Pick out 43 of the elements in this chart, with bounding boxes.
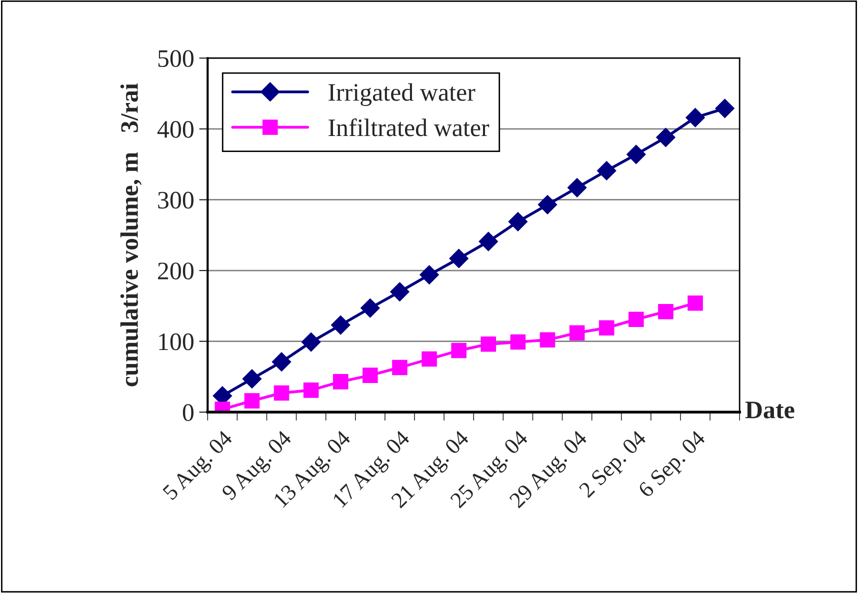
point [510,334,526,350]
point [597,161,616,180]
y-tick-label: 200 [158,262,194,280]
y-tick-label: 100 [159,333,194,350]
point [274,385,290,401]
point [422,351,437,367]
y-tick-label: 0 [182,404,194,422]
point [244,393,260,408]
point [362,368,378,383]
point [628,312,644,328]
point [569,325,585,340]
point [686,108,705,128]
x-axis-title: Date [745,402,794,418]
point [715,98,734,118]
point [540,332,556,348]
point [242,369,262,388]
point [360,298,380,318]
point [449,248,468,268]
point [688,295,703,311]
point [332,374,348,390]
point [508,212,528,232]
point [480,336,496,352]
point [331,316,350,335]
point [568,178,587,198]
point [392,360,408,376]
point [303,382,319,398]
point [302,332,321,352]
point [390,282,410,302]
point [626,144,646,164]
y-tick-label: 400 [157,120,194,138]
legend-label: Infiltrated water [328,118,490,136]
point [538,195,558,214]
y-tick-label: 500 [158,50,194,68]
point [658,304,674,320]
point [451,342,466,358]
point [656,128,676,147]
y-tick-label: 300 [158,192,194,209]
y-axis-title: cumulative volume, m 3/rai [120,83,142,386]
point [272,352,292,372]
legend-label: Irrigated water [328,83,476,106]
point [420,265,439,284]
point [478,232,498,252]
point [598,320,614,336]
